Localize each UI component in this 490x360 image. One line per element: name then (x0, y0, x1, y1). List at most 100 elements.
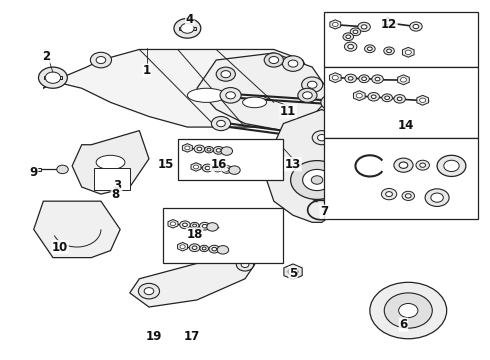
Circle shape (405, 194, 411, 198)
Circle shape (217, 120, 225, 127)
Text: 19: 19 (146, 330, 162, 343)
Circle shape (199, 222, 210, 230)
Circle shape (381, 189, 397, 200)
Bar (324, 67, 478, 138)
Circle shape (361, 25, 367, 29)
Polygon shape (402, 48, 414, 57)
Circle shape (365, 45, 375, 53)
Circle shape (358, 22, 370, 31)
Circle shape (236, 258, 254, 271)
Circle shape (333, 22, 338, 27)
Ellipse shape (101, 178, 115, 182)
Circle shape (180, 245, 185, 249)
Circle shape (216, 149, 221, 152)
Text: 7: 7 (320, 205, 328, 218)
Circle shape (425, 189, 449, 207)
Circle shape (288, 60, 298, 67)
Circle shape (221, 71, 231, 78)
Circle shape (217, 246, 229, 254)
Circle shape (298, 88, 317, 102)
Text: 4: 4 (186, 13, 194, 26)
Circle shape (384, 293, 432, 328)
Circle shape (171, 222, 175, 226)
Circle shape (202, 247, 206, 250)
Circle shape (282, 56, 304, 71)
Bar (94, 168, 130, 190)
Circle shape (362, 77, 367, 81)
Circle shape (321, 95, 342, 110)
Polygon shape (353, 91, 365, 100)
Circle shape (350, 28, 361, 36)
Circle shape (399, 303, 418, 318)
Circle shape (370, 282, 447, 339)
Ellipse shape (101, 171, 115, 175)
Text: 9: 9 (29, 166, 38, 179)
Circle shape (57, 165, 68, 174)
Polygon shape (383, 18, 393, 27)
Bar (324, 138, 478, 219)
Circle shape (410, 22, 422, 31)
Circle shape (375, 77, 380, 81)
Circle shape (386, 192, 392, 197)
Circle shape (416, 160, 429, 170)
Text: 14: 14 (398, 119, 414, 132)
Circle shape (394, 95, 405, 103)
Polygon shape (43, 49, 317, 127)
Ellipse shape (96, 155, 125, 170)
Polygon shape (130, 251, 255, 307)
Polygon shape (168, 220, 178, 228)
Circle shape (205, 166, 210, 170)
Bar (178, 139, 283, 180)
Circle shape (312, 131, 331, 145)
Circle shape (343, 33, 353, 41)
Circle shape (405, 50, 411, 54)
Circle shape (269, 57, 279, 64)
Polygon shape (417, 95, 428, 105)
Circle shape (311, 176, 323, 184)
Bar (324, 12, 478, 67)
Text: 1: 1 (143, 64, 150, 77)
Circle shape (181, 23, 194, 33)
Circle shape (212, 247, 217, 251)
Circle shape (183, 223, 187, 226)
Circle shape (348, 45, 353, 49)
Circle shape (213, 147, 224, 154)
Circle shape (307, 81, 317, 88)
Text: 5: 5 (289, 267, 297, 280)
Circle shape (382, 94, 392, 102)
Polygon shape (398, 75, 409, 85)
Circle shape (144, 288, 154, 294)
Circle shape (96, 57, 106, 64)
Polygon shape (182, 144, 193, 152)
Circle shape (384, 47, 394, 55)
Text: 12: 12 (381, 18, 397, 31)
Circle shape (394, 158, 413, 172)
Circle shape (221, 147, 233, 155)
Circle shape (371, 95, 376, 99)
Circle shape (402, 191, 415, 201)
Circle shape (372, 75, 383, 83)
Circle shape (399, 162, 408, 168)
Circle shape (387, 49, 392, 53)
Polygon shape (72, 131, 149, 194)
Polygon shape (191, 163, 201, 171)
Circle shape (39, 67, 67, 88)
Circle shape (359, 75, 369, 83)
Circle shape (209, 245, 220, 253)
Circle shape (189, 244, 200, 252)
Circle shape (226, 92, 235, 99)
Text: 3: 3 (114, 179, 122, 192)
Circle shape (224, 168, 229, 171)
Text: 8: 8 (111, 188, 120, 201)
Circle shape (368, 93, 379, 101)
Circle shape (303, 92, 312, 99)
Bar (179, 27, 196, 30)
Circle shape (174, 18, 201, 38)
Circle shape (194, 165, 198, 169)
Circle shape (138, 283, 160, 299)
Polygon shape (329, 73, 341, 83)
Circle shape (385, 21, 391, 25)
Circle shape (431, 193, 443, 202)
Circle shape (216, 167, 220, 170)
Circle shape (385, 96, 390, 100)
